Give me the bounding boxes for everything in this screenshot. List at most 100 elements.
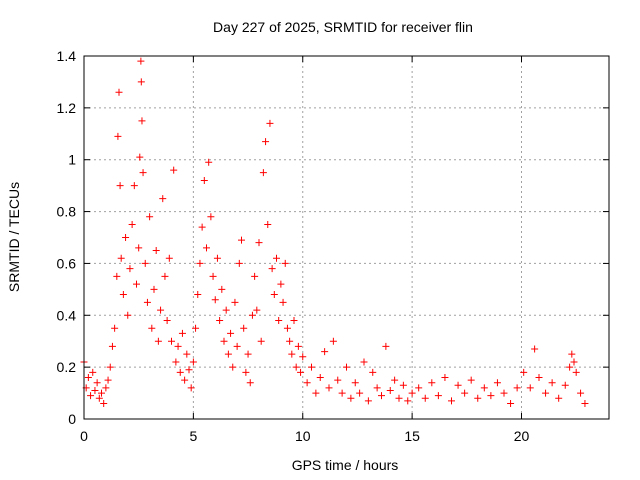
- y-tick-label: 0.6: [57, 255, 77, 271]
- data-point: [216, 316, 224, 324]
- data-point: [178, 329, 186, 337]
- x-axis-label: GPS time / hours: [292, 457, 399, 473]
- data-point: [138, 117, 146, 125]
- data-point: [448, 397, 455, 405]
- data-point: [259, 169, 267, 177]
- data-point: [286, 337, 294, 345]
- data-point: [408, 389, 416, 397]
- data-point: [570, 358, 578, 366]
- data-point: [255, 239, 263, 247]
- data-point: [108, 342, 116, 350]
- data-point: [233, 342, 241, 350]
- data-point: [264, 221, 272, 229]
- data-point: [386, 386, 394, 394]
- data-point: [266, 119, 274, 127]
- data-point: [257, 337, 265, 345]
- data-point: [347, 394, 355, 402]
- data-point: [415, 384, 423, 392]
- data-point: [117, 254, 125, 262]
- data-point: [115, 88, 123, 96]
- data-point: [89, 368, 97, 376]
- data-point: [122, 234, 130, 241]
- data-point: [100, 399, 108, 407]
- data-point: [404, 397, 412, 405]
- y-tick-label: 1: [68, 152, 76, 168]
- data-point: [493, 379, 501, 387]
- data-point: [218, 285, 226, 293]
- data-point: [126, 265, 134, 273]
- y-tick-label: 1.4: [57, 48, 77, 64]
- data-point: [93, 379, 101, 387]
- data-point: [229, 363, 237, 371]
- data-point: [480, 384, 488, 392]
- data-point: [399, 381, 407, 389]
- y-tick-label: 0.8: [57, 204, 77, 220]
- data-point: [196, 259, 204, 267]
- data-point: [526, 384, 534, 392]
- data-point: [338, 389, 346, 397]
- data-point: [95, 394, 103, 402]
- data-point: [152, 246, 160, 254]
- data-point: [568, 350, 576, 358]
- data-point: [421, 394, 429, 402]
- data-point: [183, 350, 191, 358]
- x-tick-label: 10: [295, 428, 311, 444]
- data-point: [91, 386, 99, 394]
- data-point: [98, 389, 105, 397]
- data-point: [535, 374, 543, 382]
- data-point: [294, 342, 302, 350]
- data-point: [572, 368, 580, 376]
- data-point: [297, 368, 305, 376]
- data-point: [124, 311, 132, 319]
- data-point: [500, 389, 508, 397]
- data-point: [159, 195, 167, 203]
- data-point: [181, 376, 189, 384]
- y-tick-label: 0.4: [57, 307, 77, 323]
- data-point: [102, 384, 110, 392]
- data-point: [461, 389, 469, 397]
- data-point: [137, 57, 145, 65]
- data-point: [312, 389, 320, 397]
- data-point: [378, 392, 385, 400]
- data-point: [373, 384, 381, 392]
- data-point: [244, 350, 252, 358]
- data-point: [351, 379, 359, 387]
- data-point: [146, 213, 154, 221]
- data-point: [141, 259, 149, 267]
- data-point: [161, 272, 169, 280]
- data-point: [113, 272, 121, 280]
- data-point: [277, 280, 285, 288]
- data-point: [283, 324, 291, 332]
- data-point: [290, 316, 298, 324]
- y-tick-label: 0: [68, 411, 76, 427]
- data-point: [542, 389, 550, 397]
- data-point: [198, 223, 206, 231]
- plot-border: [83, 55, 610, 420]
- data-point: [222, 306, 230, 314]
- data-point: [174, 342, 182, 350]
- data-point: [382, 342, 390, 350]
- data-point: [292, 363, 300, 371]
- data-point: [316, 374, 324, 382]
- data-point: [248, 311, 256, 319]
- data-point: [356, 389, 364, 397]
- data-point: [130, 182, 138, 190]
- data-point: [203, 244, 210, 252]
- data-point: [321, 348, 329, 356]
- data-point: [207, 213, 215, 221]
- data-point: [369, 368, 377, 376]
- data-point: [106, 363, 114, 371]
- data-point: [87, 392, 95, 400]
- data-point: [334, 376, 342, 384]
- data-point: [192, 324, 200, 332]
- data-point: [157, 306, 165, 314]
- data-point: [240, 324, 248, 332]
- data-point: [253, 306, 261, 314]
- data-point: [577, 389, 585, 397]
- data-point: [246, 379, 254, 387]
- data-point: [262, 138, 270, 146]
- data-point: [189, 358, 197, 366]
- data-point: [555, 394, 563, 402]
- data-point: [133, 280, 140, 288]
- data-point: [391, 376, 399, 384]
